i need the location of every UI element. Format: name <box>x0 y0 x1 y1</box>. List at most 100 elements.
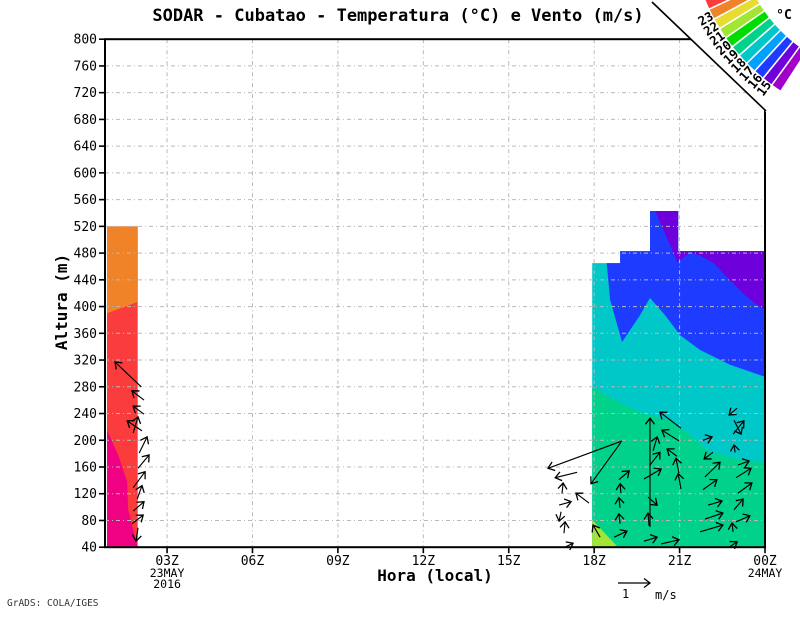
wind-vector <box>131 514 145 525</box>
y-tick-label: 40 <box>81 541 97 556</box>
legend-diagonal-line <box>651 1 767 112</box>
wind-vector <box>702 478 718 491</box>
wind-vector <box>674 472 685 490</box>
y-tick-label: 640 <box>74 140 97 155</box>
wind-vector <box>704 461 721 478</box>
wind-vector <box>564 541 575 551</box>
y-tick-label: 560 <box>74 193 97 208</box>
y-tick-label: 760 <box>74 59 97 74</box>
wind-vector <box>614 512 625 524</box>
grads-credit: GrADS: COLA/IGES <box>7 598 99 609</box>
temp-region-early-band-magenta <box>107 430 138 548</box>
wind-vector <box>546 440 623 472</box>
axis-ticks <box>99 38 766 554</box>
wind-vector <box>613 529 628 539</box>
wind-vector <box>737 482 753 494</box>
wind-vector <box>131 390 145 401</box>
legend-wedge <box>712 0 762 30</box>
x-tick-label: 00Z <box>753 554 777 569</box>
legend-wedge <box>703 0 731 11</box>
wind-scale-unit: m/s <box>655 588 677 602</box>
wind-scale-value: 1 <box>622 587 630 601</box>
y-tick-label: 120 <box>74 487 97 502</box>
y-tick-label: 480 <box>74 247 97 262</box>
x-tick-label: 15Z <box>497 554 521 569</box>
legend-tick-label: 15 <box>753 78 774 99</box>
wind-vector <box>735 467 752 479</box>
wind-vector <box>554 471 578 482</box>
plot-frame <box>104 38 766 549</box>
y-tick-label: 80 <box>81 514 97 529</box>
y-tick-label: 800 <box>74 33 97 48</box>
legend-tick-label: 19 <box>720 46 741 67</box>
y-tick-label: 200 <box>74 434 97 449</box>
wind-vector <box>590 441 622 485</box>
y-tick-label: 240 <box>74 407 97 422</box>
x-tick-label: 03Z <box>155 554 179 569</box>
wind-vector <box>132 500 145 512</box>
wind-vector <box>666 448 678 457</box>
wind-vector <box>699 521 724 533</box>
wind-vector <box>737 458 751 468</box>
temp-region-evening-purple <box>655 211 765 310</box>
x-tick-label: 18Z <box>582 554 606 569</box>
wind-vector <box>131 527 142 543</box>
wind-vector <box>647 496 658 506</box>
x-tick-label: 12Z <box>412 554 436 569</box>
chart-title: SODAR - Cubatao - Temperatura (°C) e Ven… <box>152 6 644 26</box>
y-axis-label: Altura (m) <box>52 253 71 351</box>
wind-vector <box>650 435 661 452</box>
wind-vector <box>672 457 682 474</box>
wind-vector <box>733 498 744 511</box>
wind-vector <box>643 512 654 526</box>
y-tick-label: 320 <box>74 354 97 369</box>
wind-vector <box>703 451 714 460</box>
x-tick-label: 21Z <box>668 554 692 569</box>
wind-vector <box>660 536 681 546</box>
y-tick-label: 600 <box>74 166 97 181</box>
wind-vector <box>135 484 145 500</box>
legend-tick-label: 21 <box>707 28 728 49</box>
legend-tick-label: 20 <box>713 37 734 58</box>
legend-tick-label: 23 <box>695 8 715 28</box>
wind-vector <box>659 411 682 429</box>
wind-vector-layer <box>114 361 753 551</box>
wind-vector <box>591 524 601 538</box>
wind-vector <box>729 443 740 453</box>
wind-vector <box>132 470 146 489</box>
x-date-label: 23MAY <box>150 566 185 580</box>
y-tick-label: 400 <box>74 300 97 315</box>
wind-vector <box>702 434 714 444</box>
y-tick-label: 520 <box>74 220 97 235</box>
y-tick-label: 360 <box>74 327 97 342</box>
wind-vector <box>131 415 142 434</box>
wind-vector <box>732 420 745 435</box>
wind-vector <box>559 520 570 534</box>
x-date-label: 24MAY <box>748 566 783 580</box>
y-tick-label: 440 <box>74 273 97 288</box>
legend-unit-label: °C <box>776 8 792 23</box>
wind-vector <box>138 435 150 454</box>
y-tick-label: 280 <box>74 380 97 395</box>
wind-vector <box>132 405 145 415</box>
y-tick-label: 680 <box>74 113 97 128</box>
wind-vector <box>643 534 659 544</box>
wind-vector <box>649 451 661 466</box>
wind-vector <box>557 481 568 494</box>
legend-tick-label: 17 <box>736 63 757 84</box>
wind-vector <box>707 497 724 508</box>
wind-vector <box>615 482 626 494</box>
wind-vector <box>618 470 631 481</box>
wind-vector <box>114 361 142 388</box>
wind-vector <box>575 492 590 504</box>
wind-vector <box>643 467 663 480</box>
wind-vector <box>727 522 738 532</box>
wind-vector <box>126 419 143 432</box>
x-tick-label: 06Z <box>241 554 265 569</box>
wind-vector <box>558 498 573 509</box>
wind-vector <box>660 428 680 442</box>
wind-vector <box>735 513 751 523</box>
